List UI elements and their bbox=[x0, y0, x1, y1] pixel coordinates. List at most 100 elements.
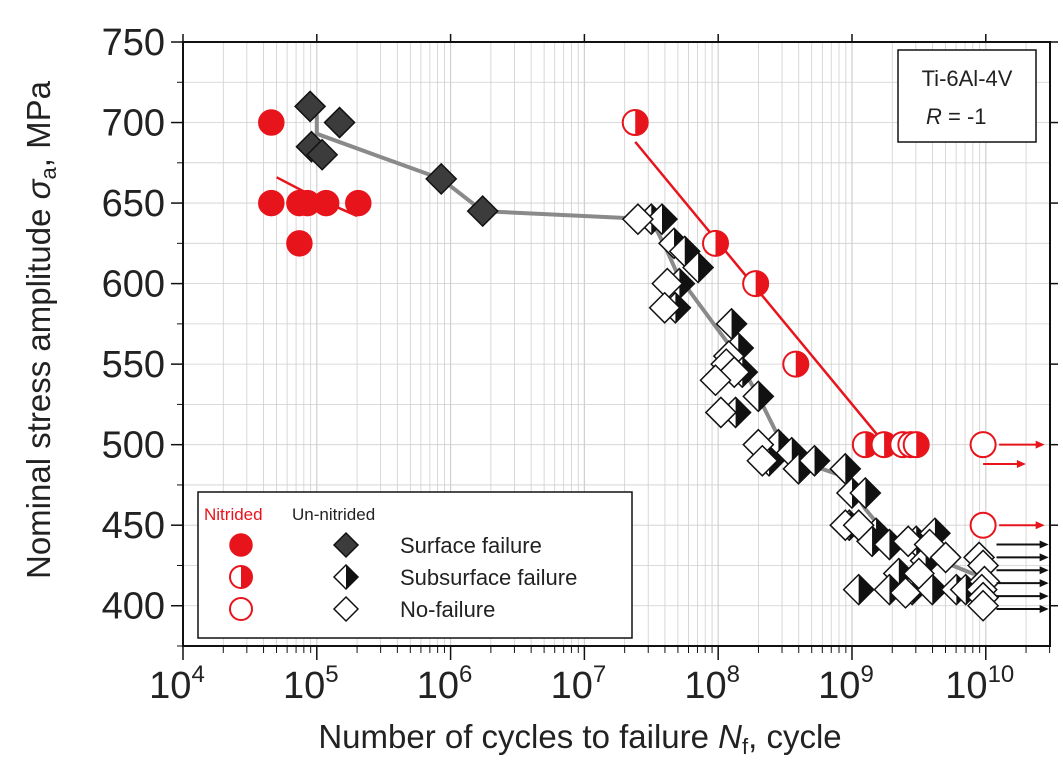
x-tick-exponent: 7 bbox=[593, 661, 606, 688]
legend-symbol-nitrided-subsurface bbox=[229, 565, 253, 589]
marker-shape bbox=[229, 533, 253, 557]
marker-half bbox=[932, 574, 948, 605]
x-tick-exponent: 5 bbox=[325, 661, 338, 688]
y-tick-label: 450 bbox=[102, 505, 165, 547]
data-point-nitrided-nofailure bbox=[969, 431, 997, 459]
marker-half bbox=[684, 236, 700, 267]
x-tick-base: 10 bbox=[551, 665, 593, 707]
legend-label-subsurface: Subsurface failure bbox=[400, 565, 577, 590]
marker-shape bbox=[929, 541, 962, 574]
data-point-nitrided-nofailure bbox=[969, 511, 997, 539]
marker-half bbox=[795, 351, 809, 377]
marker-half bbox=[675, 292, 691, 323]
marker-shape bbox=[967, 589, 1000, 622]
data-point-unnitrided-nofailure bbox=[704, 396, 737, 429]
legend-header-nitrided: Nitrided bbox=[204, 505, 263, 524]
marker-shape bbox=[345, 189, 372, 217]
marker-shape bbox=[466, 195, 499, 228]
marker-half bbox=[858, 574, 874, 605]
legend-header-unnitrided: Un-nitrided bbox=[292, 505, 375, 524]
y-axis-label-suffix: , MPa bbox=[20, 80, 57, 167]
runout-arrow bbox=[996, 604, 1049, 613]
y-tick-label: 550 bbox=[102, 344, 165, 386]
legend-symbol-nitrided-surface bbox=[229, 533, 253, 557]
data-point-unnitrided-nofailure bbox=[902, 557, 935, 590]
annotation-ratio-value: = -1 bbox=[942, 104, 987, 129]
runout-arrows bbox=[983, 440, 1049, 613]
runout-arrow-head bbox=[1039, 579, 1049, 588]
data-point-unnitrided-nofailure bbox=[621, 203, 654, 236]
y-axis-label-var: σ bbox=[20, 178, 57, 199]
marker-shape bbox=[718, 356, 751, 389]
legend-symbols bbox=[229, 531, 360, 623]
x-tick-base: 10 bbox=[684, 665, 726, 707]
legend: Nitrided Un-nitrided Surface failure Sub… bbox=[197, 491, 633, 639]
data-point-nitrided-surface bbox=[345, 189, 372, 217]
marker-shape bbox=[286, 230, 313, 257]
runout-arrow-head bbox=[1039, 604, 1049, 613]
marker-half bbox=[916, 432, 929, 458]
marker-half bbox=[865, 477, 881, 508]
x-tick-base: 10 bbox=[149, 665, 191, 707]
runout-arrow-head bbox=[1016, 459, 1026, 468]
runout-arrow-head bbox=[1039, 592, 1049, 601]
marker-half bbox=[241, 566, 252, 588]
annotation-frame bbox=[897, 49, 1037, 143]
data-point-unnitrided-subsurface bbox=[798, 444, 831, 477]
marker-shape bbox=[229, 597, 253, 621]
runout-arrow-head bbox=[1035, 521, 1045, 530]
y-tick-label: 750 bbox=[102, 22, 165, 64]
runout-arrow bbox=[996, 540, 1049, 549]
marker-shape bbox=[889, 576, 922, 609]
marker-shape bbox=[648, 291, 681, 324]
x-axis-label-suffix: , cycle bbox=[748, 718, 842, 755]
data-point-unnitrided-nofailure bbox=[842, 509, 875, 542]
x-axis-label-text: Number of cycles to failure bbox=[318, 718, 709, 755]
data-point-unnitrided-nofailure bbox=[648, 291, 681, 324]
data-point-unnitrided-subsurface bbox=[842, 573, 875, 606]
data-point-nitrided-subsurface bbox=[902, 431, 930, 459]
runout-arrow bbox=[999, 521, 1045, 530]
x-tick-exponent: 8 bbox=[727, 661, 740, 688]
marker-shape bbox=[969, 511, 997, 539]
annotation-ratio-var: R bbox=[926, 104, 942, 129]
data-point-unnitrided-surface bbox=[294, 90, 327, 123]
runout-arrow bbox=[983, 459, 1026, 468]
x-tick-label: 107 bbox=[551, 661, 607, 707]
data-point-nitrided-subsurface bbox=[742, 270, 770, 298]
legend-symbol-unnitrided-subsurface bbox=[332, 563, 360, 591]
data-point-unnitrided-nofailure bbox=[967, 589, 1000, 622]
data-point-unnitrided-nofailure bbox=[746, 444, 779, 477]
marker-shape bbox=[902, 557, 935, 590]
x-tick-exponent: 6 bbox=[459, 661, 472, 688]
data-point-unnitrided-subsurface bbox=[829, 452, 862, 485]
data-point-unnitrided-surface bbox=[425, 162, 458, 195]
data-point-nitrided-subsurface bbox=[621, 109, 649, 137]
marker-shape bbox=[323, 106, 356, 139]
data-point-unnitrided-subsurface bbox=[849, 476, 882, 510]
x-tick-label: 105 bbox=[283, 661, 339, 707]
y-tick-label: 650 bbox=[102, 183, 165, 225]
x-tick-label: 104 bbox=[149, 661, 205, 707]
x-tick-label: 109 bbox=[818, 661, 874, 707]
y-tick-label: 500 bbox=[102, 425, 165, 467]
data-point-nitrided-surface bbox=[258, 189, 285, 217]
marker-shape bbox=[294, 90, 327, 123]
data-point-unnitrided-surface bbox=[306, 138, 339, 171]
y-axis-label-sub: a bbox=[36, 166, 61, 179]
data-point-nitrided-surface bbox=[312, 189, 340, 217]
marker-shape bbox=[425, 162, 458, 195]
marker-shape bbox=[969, 431, 997, 459]
data-point-unnitrided-surface bbox=[323, 106, 356, 139]
x-tick-base: 10 bbox=[818, 665, 860, 707]
data-point-nitrided-subsurface bbox=[782, 350, 810, 378]
marker-half bbox=[758, 381, 774, 412]
y-tick-label: 600 bbox=[102, 264, 165, 306]
marker-half bbox=[679, 268, 695, 299]
marker-half bbox=[715, 230, 729, 256]
x-tick-exponent: 10 bbox=[988, 661, 1015, 688]
legend-label-nofailure: No-failure bbox=[400, 597, 495, 622]
data-point-unnitrided-nofailure bbox=[929, 541, 962, 574]
data-point-nitrided-subsurface bbox=[702, 229, 730, 257]
runout-arrow-head bbox=[1035, 440, 1045, 449]
